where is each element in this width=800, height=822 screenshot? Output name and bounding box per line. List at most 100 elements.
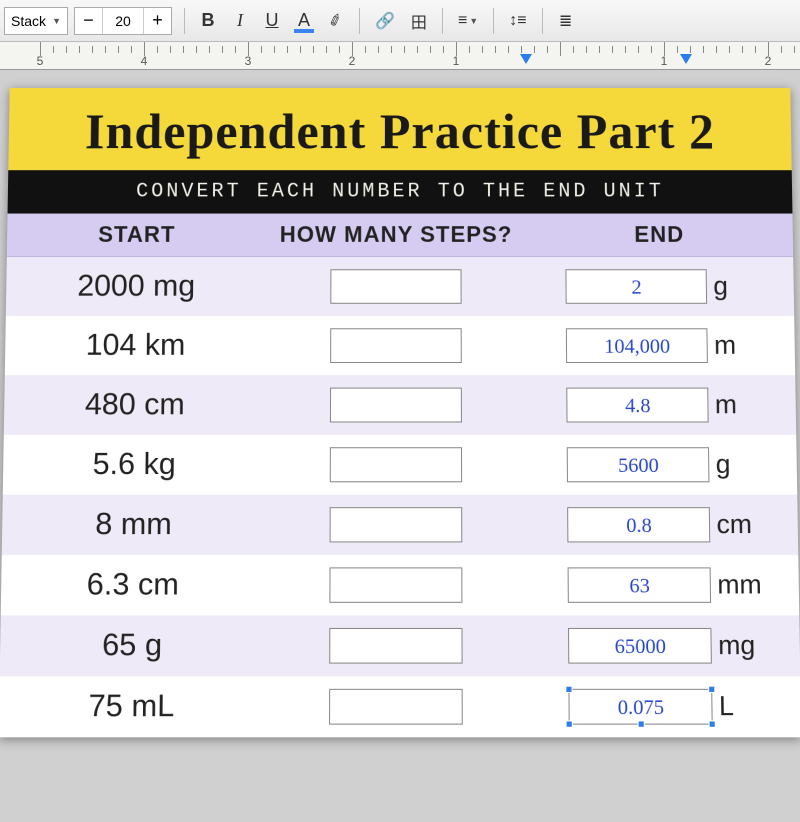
font-size-value[interactable]: 20 <box>103 13 143 29</box>
underline-button[interactable]: U <box>257 6 287 36</box>
ruler-tick-minor <box>300 46 301 53</box>
ruler-tick-minor <box>157 46 158 53</box>
increase-font-button[interactable]: + <box>143 8 171 34</box>
end-cell: 0.075L <box>528 676 800 737</box>
steps-cell <box>264 615 528 676</box>
ruler-tick-minor <box>599 46 600 53</box>
header-start: START <box>7 214 267 257</box>
ruler-tick-minor <box>638 46 639 53</box>
formatting-toolbar: Stack ▼ − 20 + B I U A ✐ 🔗 田 ≡▼ ↕≡ ≣ <box>0 0 800 42</box>
ruler-tick-minor <box>183 46 184 53</box>
answer-input[interactable]: 4.8 <box>567 387 709 422</box>
end-unit-label: mg <box>718 629 759 661</box>
ruler-tick-minor <box>79 46 80 53</box>
ruler-tick-minor <box>365 46 366 53</box>
answer-input[interactable]: 5600 <box>567 447 710 482</box>
line-spacing-button[interactable]: ↕≡ <box>502 6 533 36</box>
ruler-number: 4 <box>141 54 148 68</box>
ruler-tick-minor <box>573 46 574 53</box>
table-row: 75 mL 0.075L <box>0 676 800 737</box>
horizontal-ruler[interactable]: 5432112 <box>0 42 800 70</box>
selection-handle[interactable] <box>709 720 716 727</box>
insert-table-button[interactable]: 田 <box>404 6 434 36</box>
answer-input[interactable]: 63 <box>568 567 712 602</box>
ruler-tick-minor <box>534 46 535 53</box>
ruler-number: 3 <box>245 54 252 68</box>
steps-input[interactable] <box>329 567 462 602</box>
bold-button[interactable]: B <box>193 6 223 36</box>
ruler-tick-minor <box>53 46 54 53</box>
end-cell: 4.8m <box>526 375 796 435</box>
steps-input[interactable] <box>330 447 462 482</box>
ruler-tick-minor <box>118 46 119 53</box>
start-value: 75 mL <box>0 676 264 737</box>
steps-input[interactable] <box>330 328 462 363</box>
text-color-button[interactable]: A <box>289 6 319 36</box>
table-icon: 田 <box>411 9 427 33</box>
separator <box>493 8 494 34</box>
ruler-tick-minor <box>105 46 106 53</box>
steps-cell <box>265 375 526 435</box>
selection-handle[interactable] <box>566 720 573 727</box>
steps-input[interactable] <box>329 627 462 663</box>
separator <box>442 8 443 34</box>
link-icon: 🔗 <box>375 11 395 31</box>
end-unit-label: m <box>715 389 756 421</box>
answer-input[interactable]: 104,000 <box>566 328 708 363</box>
italic-button[interactable]: I <box>225 6 255 36</box>
steps-input[interactable] <box>329 688 463 724</box>
end-cell: 63mm <box>527 554 799 614</box>
end-unit-label: L <box>719 690 761 723</box>
align-button[interactable]: ≡▼ <box>451 6 485 36</box>
font-size-stepper: − 20 + <box>74 7 172 35</box>
steps-cell <box>265 494 528 554</box>
ruler-tick-minor <box>703 46 704 53</box>
selection-handle[interactable] <box>708 685 715 692</box>
chevron-down-icon: ▼ <box>52 16 61 26</box>
list-button[interactable]: ≣ <box>551 6 581 36</box>
start-value: 6.3 cm <box>1 554 265 614</box>
indent-marker[interactable] <box>520 54 532 64</box>
ruler-tick-minor <box>651 46 652 53</box>
start-value: 104 km <box>5 316 266 375</box>
steps-input[interactable] <box>330 507 463 542</box>
answer-input[interactable]: 0.8 <box>568 507 711 542</box>
ruler-tick <box>560 42 561 56</box>
ruler-tick-minor <box>443 46 444 53</box>
steps-cell <box>264 554 528 614</box>
ruler-tick-minor <box>781 46 782 53</box>
separator <box>542 8 543 34</box>
answer-input[interactable]: 65000 <box>568 627 712 663</box>
ruler-tick-minor <box>131 46 132 53</box>
subtitle-banner: CONVERT EACH NUMBER TO THE END UNIT <box>8 170 793 213</box>
answer-input[interactable]: 2 <box>566 269 708 304</box>
ruler-tick-minor <box>690 46 691 53</box>
font-family-select[interactable]: Stack ▼ <box>4 7 68 35</box>
indent-marker[interactable] <box>680 54 692 64</box>
decrease-font-button[interactable]: − <box>75 8 103 34</box>
ruler-tick-minor <box>326 46 327 53</box>
start-value: 8 mm <box>2 494 265 554</box>
end-unit-label: g <box>716 448 757 480</box>
steps-input[interactable] <box>330 387 462 422</box>
highlight-button[interactable]: ✐ <box>321 6 351 36</box>
ruler-number: 1 <box>661 54 668 68</box>
selection-handle[interactable] <box>638 720 645 727</box>
end-unit-label: m <box>714 329 755 361</box>
ruler-number: 2 <box>765 54 772 68</box>
steps-input[interactable] <box>330 269 461 304</box>
start-value: 480 cm <box>4 375 266 435</box>
document-canvas: Independent Practice Part 2 CONVERT EACH… <box>0 70 800 822</box>
selection-handle[interactable] <box>566 685 573 692</box>
table-row: 104 km 104,000m <box>5 316 795 375</box>
table-row: 2000 mg2g <box>6 257 794 316</box>
ruler-tick-minor <box>469 46 470 53</box>
font-family-label: Stack <box>11 13 46 29</box>
start-value: 5.6 kg <box>3 434 266 494</box>
ruler-tick-minor <box>521 46 522 53</box>
start-value: 65 g <box>0 615 264 676</box>
answer-input[interactable]: 0.075 <box>569 688 713 724</box>
ruler-number: 5 <box>37 54 44 68</box>
insert-link-button[interactable]: 🔗 <box>368 6 402 36</box>
ruler-tick-minor <box>378 46 379 53</box>
